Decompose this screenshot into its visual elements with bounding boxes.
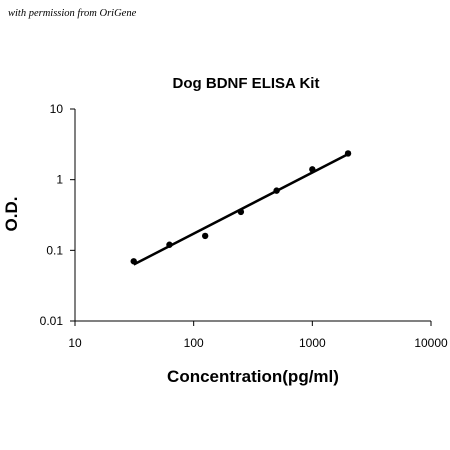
plot-area: [74, 109, 431, 322]
y-tick-label: 0.1: [46, 243, 63, 257]
watermark-text: with permission from OriGene: [8, 8, 137, 19]
y-axis-label: O.D.: [2, 197, 21, 232]
data-point: [309, 166, 316, 173]
y-tick-label: 10: [50, 102, 64, 116]
data-point: [201, 232, 209, 240]
x-axis-label: Concentration(pg/ml): [167, 367, 339, 386]
data-point: [130, 258, 137, 265]
y-tick-label: 1: [56, 173, 63, 187]
x-tick-label: 10: [68, 336, 82, 350]
y-tick-label: 0.01: [40, 314, 64, 328]
chart-title: Dog BDNF ELISA Kit: [173, 75, 320, 92]
x-tick-label: 10000: [414, 336, 448, 350]
data-point: [237, 208, 245, 216]
data-point: [166, 241, 173, 248]
x-tick-label: 100: [184, 336, 204, 350]
data-point: [344, 150, 352, 157]
y-axis-ticks: 0.01 0.1 1 10: [40, 102, 75, 328]
data-point: [273, 187, 280, 194]
x-tick-label: 1000: [299, 336, 326, 350]
x-axis-ticks: 10 100 1000 10000: [68, 321, 448, 350]
data-points: [130, 150, 352, 265]
